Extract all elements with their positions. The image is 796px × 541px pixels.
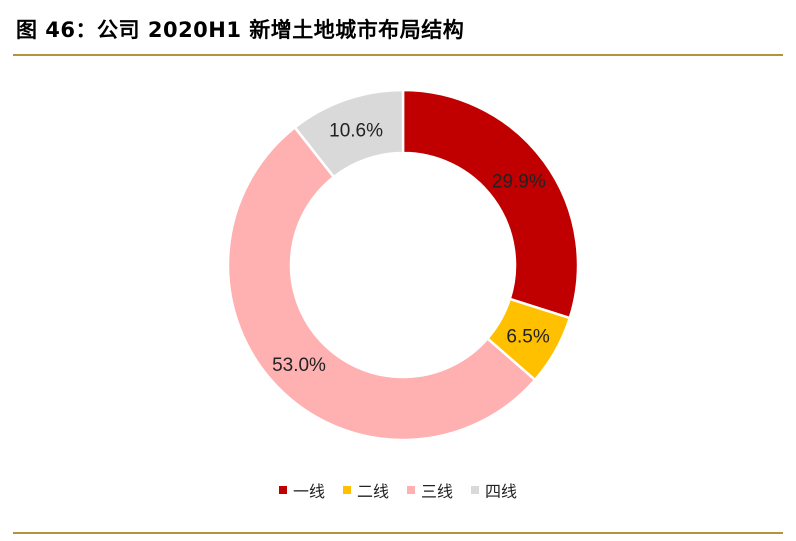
bottom-rule <box>13 532 783 534</box>
slice-tier4 <box>293 88 405 179</box>
legend-swatch <box>342 486 351 494</box>
chart-title: 图 46：公司 2020H1 新增土地城市布局结构 <box>16 18 465 42</box>
legend-item-tier1: 一线 <box>278 478 325 502</box>
legend-item-tier2: 二线 <box>342 478 389 502</box>
top-rule <box>13 54 783 56</box>
legend-swatch <box>407 486 415 494</box>
legend-item-tier4: 四线 <box>471 478 517 502</box>
legend-label: 四线 <box>485 482 518 501</box>
legend-label: 三线 <box>421 482 454 501</box>
slice-label-tier1: 29.9% <box>492 171 546 192</box>
slice-tier3 <box>226 125 537 442</box>
slice-label-tier2: 6.5% <box>506 326 549 347</box>
legend-item-tier3: 三线 <box>407 478 453 502</box>
slice-label-tier3: 53.0% <box>272 355 326 376</box>
slice-label-tier4: 10.6% <box>329 120 383 141</box>
legend-swatch <box>278 486 287 494</box>
slice-tier1 <box>401 88 580 320</box>
legend-label: 一线 <box>292 482 325 501</box>
legend-swatch <box>471 486 480 494</box>
legend-label: 二线 <box>356 482 389 501</box>
legend: 一线 二线 三线 四线 <box>0 478 796 502</box>
